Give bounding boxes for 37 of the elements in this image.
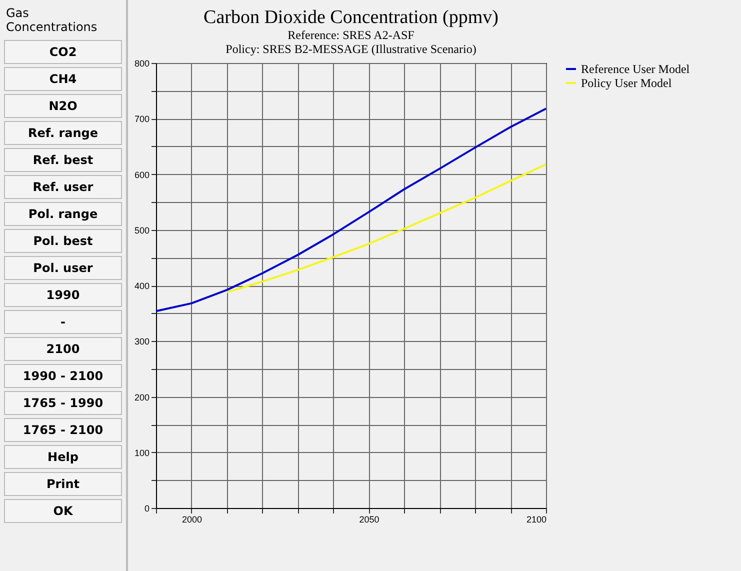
text: Help [4, 445, 122, 469]
y-tick-label: 0 [144, 504, 150, 514]
legend-label: Policy User Model [581, 76, 672, 90]
text: Pol. user [4, 256, 122, 280]
y-tick-label: 100 [134, 448, 150, 458]
text: 1990 - 2100 [4, 364, 122, 388]
text: OK [4, 499, 122, 523]
text: CO2 [4, 40, 122, 64]
text: 1765 - 2100 [4, 418, 122, 442]
line-series [155, 108, 547, 312]
x-tick-label: 2000 [182, 514, 202, 524]
text: 1990 [4, 283, 122, 307]
text: Pol. best [4, 229, 122, 253]
chart-subtitle: Reference: SRES A2-ASF Policy: SRES B2-MESSAGE (Illustrative Scenario) [226, 28, 476, 56]
legend-label: Reference User Model [581, 62, 690, 76]
y-tick-label: 700 [134, 114, 150, 124]
text: N2O [4, 94, 122, 118]
text: Pol. range [4, 202, 122, 226]
chart-title: Carbon Dioxide Concentration (ppmv) [204, 7, 498, 28]
text: 1765 - 1990 [4, 391, 122, 415]
y-tick-label: 300 [134, 336, 150, 347]
text: 2100 [4, 337, 122, 361]
y-tick-label: 500 [134, 225, 150, 236]
text: CH4 [4, 67, 122, 91]
x-tick-label: 2100 [526, 514, 546, 524]
line-series [226, 163, 547, 294]
text: - [4, 310, 122, 334]
text: Ref. best [4, 148, 122, 172]
y-tick-label: 600 [134, 170, 150, 180]
text: Ref. user [4, 175, 122, 199]
text: Ref. range [4, 121, 122, 145]
y-tick-label: 400 [134, 281, 150, 291]
text: Gas Concentrations [6, 6, 98, 34]
y-tick-label: 200 [134, 392, 150, 402]
text: Print [4, 472, 122, 496]
x-tick-label: 2050 [359, 514, 380, 524]
y-tick-label: 800 [134, 58, 150, 68]
